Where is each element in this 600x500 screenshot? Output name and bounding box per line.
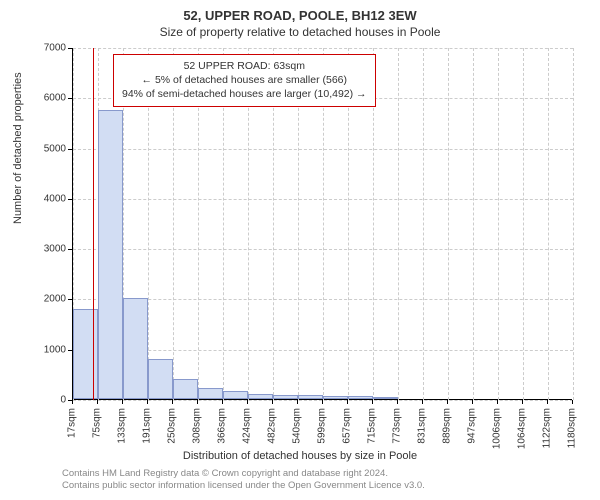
x-tick-mark — [297, 400, 298, 404]
x-tick-mark — [322, 400, 323, 404]
x-tick-label: 889sqm — [442, 408, 453, 444]
x-tick-mark — [397, 400, 398, 404]
x-tick-label: 1064sqm — [517, 408, 528, 449]
y-tick-mark — [68, 98, 72, 99]
x-tick-label: 831sqm — [417, 408, 428, 444]
y-tick-label: 5000 — [26, 143, 66, 154]
x-tick-mark — [497, 400, 498, 404]
x-axis-label: Distribution of detached houses by size … — [0, 450, 600, 462]
x-tick-mark — [572, 400, 573, 404]
x-tick-label: 250sqm — [167, 408, 178, 444]
grid-line-v — [473, 48, 474, 400]
histogram-chart: 52 UPPER ROAD: 63sqm ← 5% of detached ho… — [72, 48, 572, 400]
x-tick-label: 715sqm — [367, 408, 378, 444]
histogram-bar — [323, 396, 348, 399]
x-tick-mark — [247, 400, 248, 404]
y-tick-label: 1000 — [26, 344, 66, 355]
y-tick-label: 7000 — [26, 43, 66, 54]
y-axis-label: Number of detached properties — [12, 72, 24, 224]
grid-line-v — [423, 48, 424, 400]
y-tick-label: 2000 — [26, 294, 66, 305]
x-tick-mark — [547, 400, 548, 404]
x-tick-label: 424sqm — [242, 408, 253, 444]
footer-text: Contains HM Land Registry data © Crown c… — [62, 468, 425, 492]
x-tick-label: 947sqm — [467, 408, 478, 444]
x-tick-mark — [272, 400, 273, 404]
footer-line-2: Contains public sector information licen… — [62, 480, 425, 492]
y-tick-mark — [68, 249, 72, 250]
callout-line-3: 94% of semi-detached houses are larger (… — [122, 87, 367, 101]
x-tick-label: 599sqm — [317, 408, 328, 444]
y-tick-mark — [68, 350, 72, 351]
x-tick-mark — [422, 400, 423, 404]
x-tick-label: 773sqm — [392, 408, 403, 444]
y-tick-label: 3000 — [26, 244, 66, 255]
x-tick-label: 133sqm — [117, 408, 128, 444]
page-subtitle: Size of property relative to detached ho… — [0, 23, 600, 39]
histogram-bar — [123, 298, 148, 399]
x-tick-mark — [97, 400, 98, 404]
grid-line-v — [573, 48, 574, 400]
x-tick-label: 1180sqm — [567, 408, 578, 448]
histogram-bar — [373, 397, 398, 400]
x-tick-mark — [197, 400, 198, 404]
histogram-bar — [73, 309, 98, 400]
histogram-bar — [148, 359, 173, 399]
histogram-bar — [223, 391, 248, 399]
histogram-bar — [198, 388, 223, 399]
x-tick-mark — [222, 400, 223, 404]
x-tick-label: 1122sqm — [542, 408, 553, 448]
x-tick-mark — [472, 400, 473, 404]
callout-line-2: ← 5% of detached houses are smaller (566… — [122, 73, 367, 87]
x-tick-label: 308sqm — [192, 408, 203, 444]
x-tick-label: 191sqm — [142, 408, 153, 444]
grid-line-h — [73, 400, 573, 401]
x-tick-mark — [172, 400, 173, 404]
x-tick-label: 540sqm — [292, 408, 303, 444]
callout-box: 52 UPPER ROAD: 63sqm ← 5% of detached ho… — [113, 54, 376, 107]
x-tick-mark — [72, 400, 73, 404]
histogram-bar — [248, 394, 273, 399]
x-tick-label: 17sqm — [67, 408, 78, 438]
histogram-bar — [348, 396, 373, 399]
page-title: 52, UPPER ROAD, POOLE, BH12 3EW — [0, 0, 600, 23]
grid-line-v — [523, 48, 524, 400]
x-tick-label: 75sqm — [92, 408, 103, 438]
footer-line-1: Contains HM Land Registry data © Crown c… — [62, 468, 425, 480]
x-tick-label: 657sqm — [342, 408, 353, 444]
x-tick-label: 1006sqm — [492, 408, 503, 449]
grid-line-v — [448, 48, 449, 400]
grid-line-v — [498, 48, 499, 400]
plot-area: 52 UPPER ROAD: 63sqm ← 5% of detached ho… — [72, 48, 572, 400]
histogram-bar — [273, 395, 298, 399]
x-tick-mark — [147, 400, 148, 404]
y-tick-label: 6000 — [26, 93, 66, 104]
x-tick-mark — [522, 400, 523, 404]
histogram-bar — [98, 110, 123, 399]
grid-line-v — [548, 48, 549, 400]
marker-line — [93, 48, 94, 400]
x-tick-mark — [447, 400, 448, 404]
grid-line-v — [398, 48, 399, 400]
y-tick-mark — [68, 199, 72, 200]
x-tick-mark — [347, 400, 348, 404]
callout-line-1: 52 UPPER ROAD: 63sqm — [122, 59, 367, 73]
y-tick-mark — [68, 48, 72, 49]
x-tick-mark — [372, 400, 373, 404]
y-tick-mark — [68, 299, 72, 300]
histogram-bar — [173, 379, 198, 399]
y-tick-mark — [68, 149, 72, 150]
x-tick-label: 482sqm — [267, 408, 278, 444]
y-tick-label: 0 — [26, 395, 66, 406]
x-tick-label: 366sqm — [217, 408, 228, 444]
histogram-bar — [298, 395, 323, 399]
y-tick-label: 4000 — [26, 193, 66, 204]
x-tick-mark — [122, 400, 123, 404]
